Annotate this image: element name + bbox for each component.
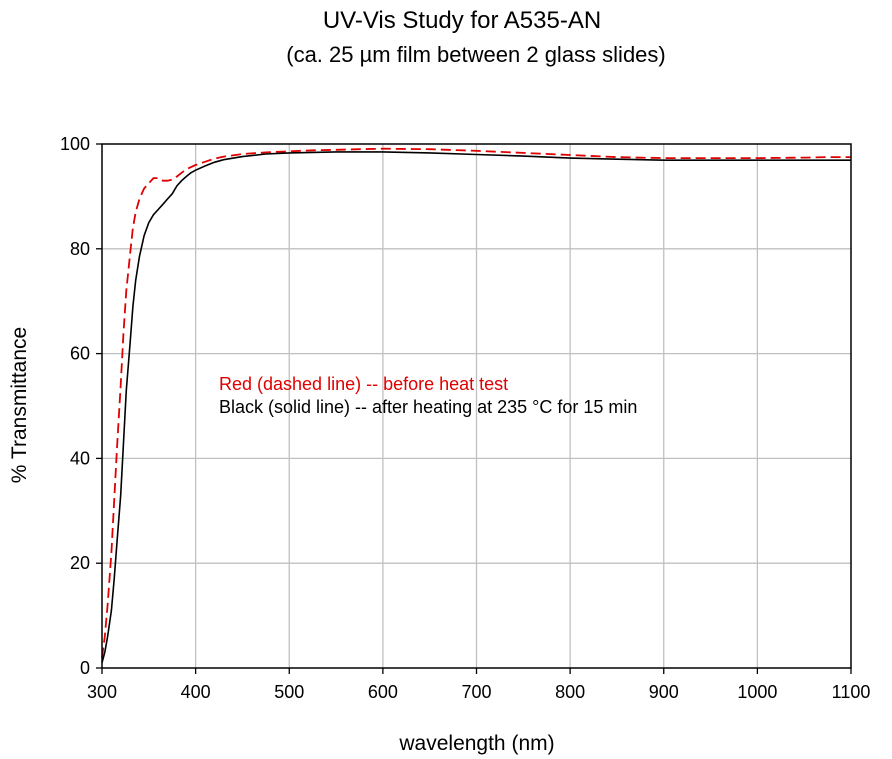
x-tick-label: 600: [368, 682, 398, 702]
series-group: [101, 147, 851, 664]
chart-subtitle: (ca. 25 µm film between 2 glass slides): [286, 42, 666, 67]
grid: [102, 144, 851, 668]
annotation-before-heat-test: Red (dashed line) -- before heat test: [219, 374, 508, 394]
y-tick-label: 0: [80, 658, 90, 678]
x-tick-label: 400: [181, 682, 211, 702]
x-tick-label: 900: [649, 682, 679, 702]
axis-ticks: 300 400 500 600 700 800 900 1000 1100 0 20 40 60 80 10…: [60, 134, 870, 702]
x-tick-label: 1000: [737, 682, 777, 702]
chart-title: UV-Vis Study for A535-AN: [323, 7, 601, 34]
y-tick-label: 60: [70, 344, 90, 364]
x-tick-label: 300: [87, 682, 117, 702]
x-tick-label: 700: [461, 682, 491, 702]
y-axis-label: % Transmittance: [8, 327, 31, 483]
after-heating-line: [101, 151, 851, 664]
y-tick-label: 80: [70, 239, 90, 259]
before-heat-test-line: [101, 147, 851, 658]
y-tick-label: 40: [70, 448, 90, 468]
x-axis-label: wavelength (nm): [398, 732, 554, 755]
y-tick-label: 20: [70, 553, 90, 573]
x-tick-label: 500: [274, 682, 304, 702]
x-tick-label: 1100: [832, 682, 871, 702]
annotation-after-heating: Black (solid line) -- after heating at 2…: [219, 397, 637, 417]
y-tick-label: 100: [60, 134, 90, 154]
annotations: Red (dashed line) -- before heat test Bla…: [219, 374, 637, 417]
x-tick-label: 800: [555, 682, 585, 702]
